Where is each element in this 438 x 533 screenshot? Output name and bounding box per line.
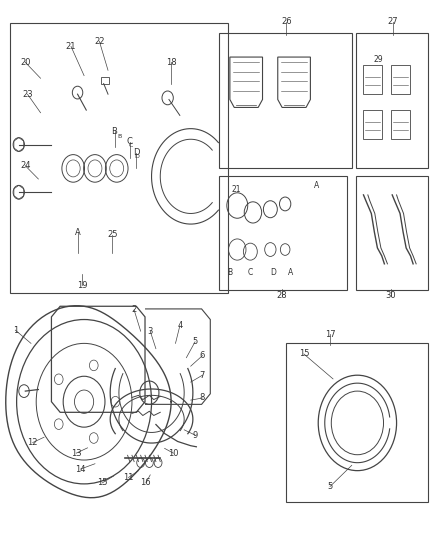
Text: 25: 25	[107, 230, 118, 239]
Text: 13: 13	[71, 449, 81, 458]
Text: A: A	[288, 268, 293, 277]
Text: 14: 14	[75, 465, 86, 473]
Text: 27: 27	[388, 17, 399, 26]
Text: 4: 4	[177, 321, 183, 330]
Text: 15: 15	[97, 478, 108, 487]
Text: 16: 16	[141, 478, 151, 487]
Text: 5: 5	[192, 337, 198, 346]
Text: 11: 11	[123, 473, 134, 482]
Text: 23: 23	[22, 90, 33, 99]
Text: 9: 9	[192, 431, 198, 440]
Text: B: B	[227, 268, 233, 277]
Text: 30: 30	[385, 291, 396, 300]
Bar	[363, 110, 382, 139]
Text: 20: 20	[20, 58, 31, 67]
Text: C: C	[127, 138, 133, 147]
Text: D: D	[135, 154, 140, 159]
Text: 15: 15	[299, 350, 309, 359]
Text: 2: 2	[131, 305, 137, 314]
Bar	[286, 343, 428, 503]
Text: 18: 18	[166, 58, 177, 67]
Bar	[356, 176, 428, 290]
Text: 19: 19	[77, 280, 87, 289]
Text: 24: 24	[20, 161, 31, 170]
Text: B: B	[118, 134, 122, 139]
Text: 3: 3	[148, 327, 153, 336]
Text: 12: 12	[28, 438, 38, 447]
Text: 21: 21	[66, 42, 76, 51]
Bar	[363, 65, 382, 94]
Text: A: A	[314, 181, 320, 190]
Text: 21: 21	[232, 185, 241, 194]
Bar	[219, 33, 352, 168]
Bar	[391, 65, 410, 94]
Text: 28: 28	[277, 291, 287, 300]
Text: 8: 8	[200, 393, 205, 402]
Text: C: C	[129, 143, 133, 148]
Bar	[101, 77, 110, 84]
Text: C: C	[248, 268, 253, 277]
Text: D: D	[271, 268, 276, 277]
Bar	[391, 110, 410, 139]
Text: B: B	[112, 127, 117, 136]
Text: 6: 6	[200, 351, 205, 360]
Text: 22: 22	[94, 37, 105, 46]
Bar	[10, 22, 228, 293]
Bar	[219, 176, 347, 290]
Text: 17: 17	[325, 330, 336, 339]
Bar	[356, 33, 428, 168]
Text: 5: 5	[327, 482, 332, 491]
Text: 1: 1	[13, 326, 18, 335]
Text: 29: 29	[373, 55, 383, 64]
Text: 10: 10	[168, 449, 179, 458]
Text: 7: 7	[200, 370, 205, 379]
Text: 26: 26	[281, 17, 292, 26]
Text: D: D	[133, 148, 140, 157]
Text: A: A	[74, 228, 81, 237]
